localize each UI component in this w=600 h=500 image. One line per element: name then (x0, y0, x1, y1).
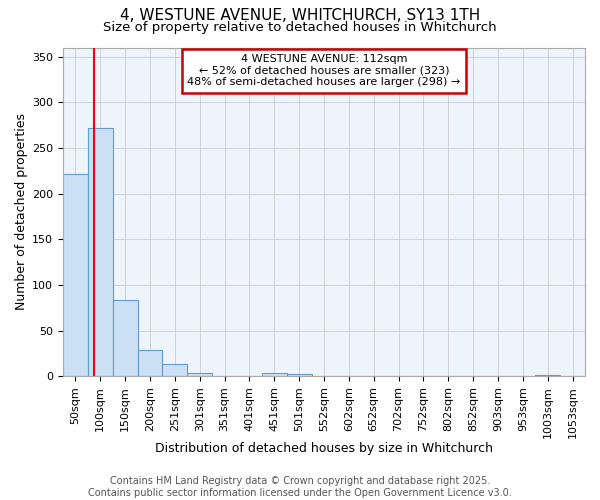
Bar (535, 374, 560, 376)
Bar (287, 374, 311, 376)
Bar (137, 350, 163, 376)
Bar (63, 174, 88, 376)
Bar (163, 364, 187, 376)
X-axis label: Distribution of detached houses by size in Whitchurch: Distribution of detached houses by size … (155, 442, 493, 455)
Bar (88, 128, 113, 376)
Text: Size of property relative to detached houses in Whitchurch: Size of property relative to detached ho… (103, 21, 497, 34)
Text: Contains HM Land Registry data © Crown copyright and database right 2025.
Contai: Contains HM Land Registry data © Crown c… (88, 476, 512, 498)
Bar (113, 300, 137, 376)
Text: 4, WESTUNE AVENUE, WHITCHURCH, SY13 1TH: 4, WESTUNE AVENUE, WHITCHURCH, SY13 1TH (120, 8, 480, 22)
Bar (262, 372, 287, 376)
Bar (187, 372, 212, 376)
Y-axis label: Number of detached properties: Number of detached properties (15, 114, 28, 310)
Text: 4 WESTUNE AVENUE: 112sqm
← 52% of detached houses are smaller (323)
48% of semi-: 4 WESTUNE AVENUE: 112sqm ← 52% of detach… (187, 54, 461, 88)
